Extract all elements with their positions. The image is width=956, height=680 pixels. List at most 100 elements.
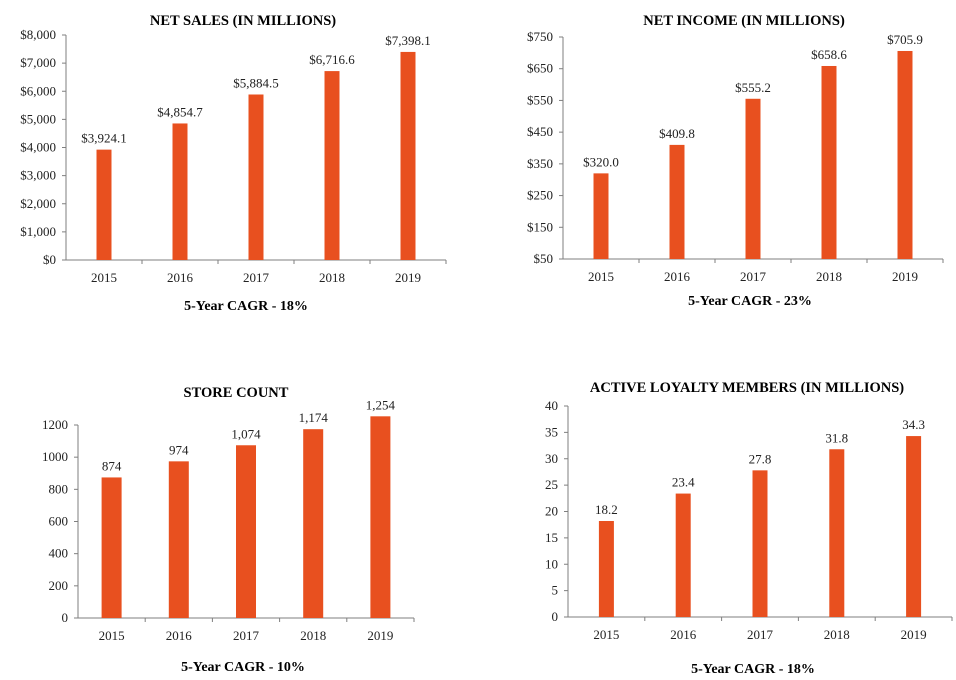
bar <box>324 71 340 260</box>
bar <box>236 445 256 618</box>
data-label: $658.6 <box>811 47 847 62</box>
bar <box>745 98 761 260</box>
chart-store-count: STORE COUNT 5-Year CAGR - 10% 0 200 400 600… <box>0 335 478 675</box>
y-tick-label: $8,000 <box>20 27 56 42</box>
data-label: $705.9 <box>887 32 923 47</box>
data-label: 34.3 <box>902 417 925 432</box>
y-tick-label: 5 <box>552 583 559 598</box>
data-label: $5,884.5 <box>233 75 279 90</box>
bar <box>675 493 691 617</box>
bar <box>829 449 845 617</box>
x-tick-label: 2016 <box>670 627 697 642</box>
data-label: $555.2 <box>735 80 771 95</box>
y-tick-label: 15 <box>545 530 558 545</box>
chart-title: NET INCOME (IN MILLIONS) <box>643 13 845 29</box>
chart-store-count-svg: STORE COUNT 5-Year CAGR - 10% 0 200 400 600… <box>42 385 415 675</box>
bar <box>598 520 614 617</box>
x-tick-label: 2016 <box>166 628 193 643</box>
bar <box>906 436 922 617</box>
data-label: 23.4 <box>672 475 695 490</box>
data-label: $3,924.1 <box>81 131 127 146</box>
chart-active-loyalty-members: ACTIVE LOYALTY MEMBERS (IN MILLIONS) 5-Y… <box>478 335 956 677</box>
y-tick-label: $1,000 <box>20 224 56 239</box>
y-tick-label: $250 <box>527 188 553 203</box>
y-tick-label: 1200 <box>42 417 68 432</box>
y-tick-label: $50 <box>534 251 554 266</box>
data-label: 27.8 <box>749 451 772 466</box>
y-tick-label: 400 <box>49 546 69 561</box>
chart-net-sales: NET SALES (IN MILLIONS) 5-Year CAGR - 18… <box>0 0 478 330</box>
y-tick-label: $550 <box>527 92 553 107</box>
bar <box>752 470 768 617</box>
y-tick-label: 600 <box>49 514 69 529</box>
data-label: $4,854.7 <box>157 104 203 119</box>
x-tick-label: 2017 <box>740 269 767 284</box>
x-tick-label: 2015 <box>588 269 614 284</box>
chart-title: NET SALES (IN MILLIONS) <box>150 13 336 29</box>
x-tick-label: 2018 <box>319 270 345 285</box>
bar <box>303 429 324 618</box>
x-tick-label: 2018 <box>816 269 842 284</box>
y-tick-label: $2,000 <box>20 196 56 211</box>
y-tick-label: 30 <box>545 451 558 466</box>
x-tick-label: 2019 <box>395 270 421 285</box>
y-tick-label: $650 <box>527 61 553 76</box>
y-tick-label: $5,000 <box>20 111 56 126</box>
x-tick-label: 2015 <box>91 270 117 285</box>
bar <box>248 94 264 260</box>
y-tick-label: 0 <box>62 610 69 625</box>
chart-net-sales-svg: NET SALES (IN MILLIONS) 5-Year CAGR - 18… <box>20 13 447 314</box>
chart-title: STORE COUNT <box>184 385 289 401</box>
y-tick-label: $750 <box>527 29 553 44</box>
cagr-footer: 5-Year CAGR - 18% <box>184 299 308 314</box>
x-tick-label: 2015 <box>99 628 125 643</box>
cagr-footer: 5-Year CAGR - 18% <box>691 662 815 675</box>
y-tick-label: $0 <box>43 252 56 267</box>
x-tick-label: 2015 <box>593 627 619 642</box>
bar <box>593 173 609 259</box>
data-label: $6,716.6 <box>309 52 355 67</box>
y-tick-label: 10 <box>545 556 558 571</box>
y-tick-label: $4,000 <box>20 140 56 155</box>
y-tick-label: $350 <box>527 156 553 171</box>
y-tick-label: $7,000 <box>20 55 56 70</box>
x-tick-label: 2019 <box>892 269 918 284</box>
x-tick-label: 2018 <box>300 628 326 643</box>
data-label: 1,254 <box>366 397 396 412</box>
bar <box>96 149 112 260</box>
x-tick-label: 2017 <box>747 627 774 642</box>
x-tick-label: 2016 <box>167 270 194 285</box>
cagr-footer: 5-Year CAGR - 10% <box>181 660 305 675</box>
cagr-footer: 5-Year CAGR - 23% <box>688 294 812 309</box>
y-tick-label: 25 <box>545 477 558 492</box>
y-tick-label: $150 <box>527 219 553 234</box>
bar <box>821 65 837 260</box>
y-tick-label: $3,000 <box>20 168 56 183</box>
x-tick-label: 2016 <box>664 269 691 284</box>
data-label: 874 <box>102 458 122 473</box>
data-label: $320.0 <box>583 154 619 169</box>
y-tick-label: 20 <box>545 504 558 519</box>
data-label: 974 <box>169 442 189 457</box>
chart-title: ACTIVE LOYALTY MEMBERS (IN MILLIONS) <box>590 380 904 396</box>
y-tick-label: 35 <box>545 424 558 439</box>
x-tick-label: 2019 <box>367 628 393 643</box>
y-tick-label: 800 <box>49 481 69 496</box>
y-tick-label: 200 <box>49 578 69 593</box>
data-label: 1,074 <box>231 426 261 441</box>
y-tick-label: $450 <box>527 124 553 139</box>
y-tick-label: 0 <box>552 609 559 624</box>
data-label: $409.8 <box>659 126 695 141</box>
bar <box>172 123 188 260</box>
bar <box>897 50 913 260</box>
chart-net-income: NET INCOME (IN MILLIONS) 5-Year CAGR - 2… <box>478 0 956 330</box>
x-tick-label: 2018 <box>824 627 850 642</box>
chart-net-income-svg: NET INCOME (IN MILLIONS) 5-Year CAGR - 2… <box>527 13 944 309</box>
bar <box>669 144 685 259</box>
bar <box>101 477 122 618</box>
bar <box>400 51 416 260</box>
data-label: 1,174 <box>299 410 329 425</box>
x-tick-label: 2017 <box>233 628 260 643</box>
bar <box>168 461 189 618</box>
y-tick-label: 40 <box>545 398 558 413</box>
